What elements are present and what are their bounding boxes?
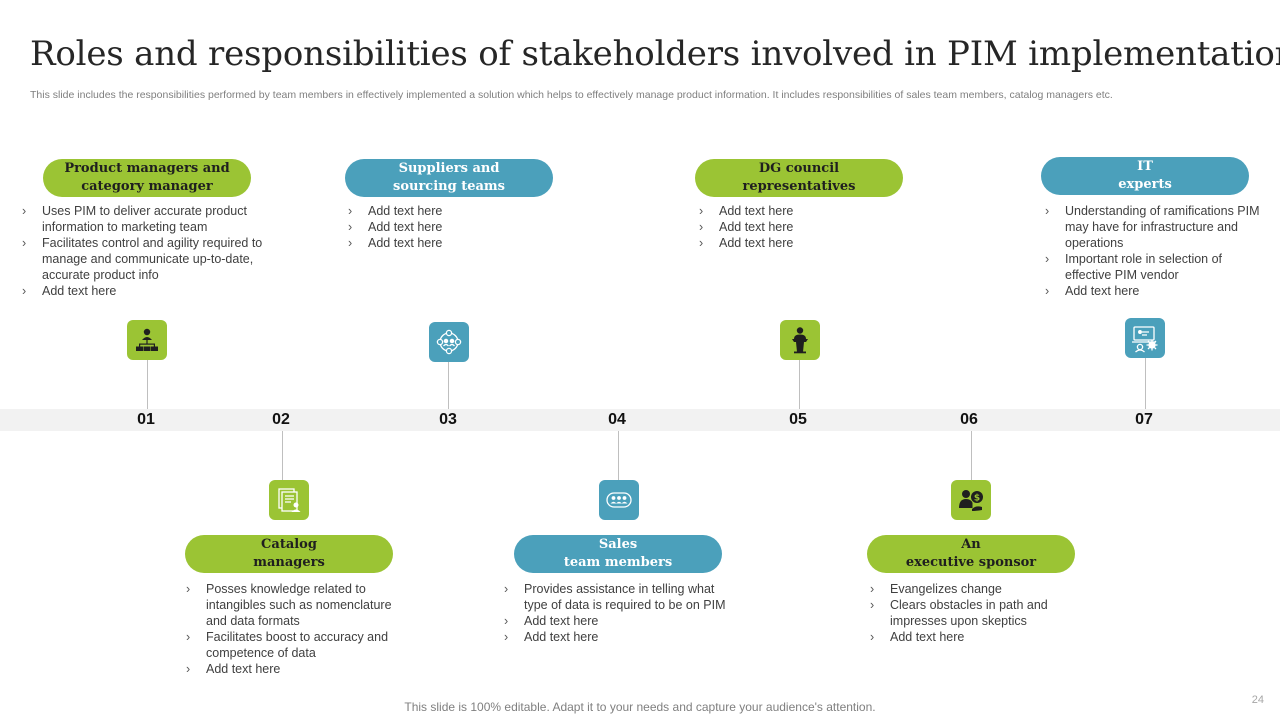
list-item: Add text here [348, 203, 548, 219]
step-number: 03 [439, 411, 457, 428]
supply-network-icon [429, 322, 469, 362]
step-number: 06 [960, 411, 978, 428]
it-expert-icon [1125, 318, 1165, 358]
list-item: Uses PIM to deliver accurate product inf… [22, 203, 267, 235]
list-item: Add text here [186, 661, 401, 677]
role-heading-suppliers: Suppliers and sourcing teams [345, 159, 553, 197]
step-number: 07 [1135, 411, 1153, 428]
list-item: Add text here [870, 629, 1075, 645]
page-subtitle: This slide includes the responsibilities… [30, 89, 1113, 101]
list-item: Posses knowledge related to intangibles … [186, 581, 401, 629]
list-item: Add text here [348, 235, 548, 251]
role-heading-sales-team: Sales team members [514, 535, 722, 573]
role-heading-it-experts: IT experts [1041, 157, 1249, 195]
connector-line [799, 360, 800, 409]
list-item: Add text here [699, 219, 899, 235]
role-bullets-catalog-managers: Posses knowledge related to intangibles … [186, 581, 401, 677]
role-bullets-executive-sponsor: Evangelizes change Clears obstacles in p… [870, 581, 1075, 645]
role-heading-product-managers: Product managers and category manager [43, 159, 251, 197]
connector-line [147, 360, 148, 409]
page-title: Roles and responsibilities of stakeholde… [30, 34, 1280, 74]
list-item: Important role in selection of effective… [1045, 251, 1260, 283]
org-chart-icon [127, 320, 167, 360]
role-heading-executive-sponsor: An executive sponsor [867, 535, 1075, 573]
list-item: Add text here [22, 283, 267, 299]
timeline-band [0, 409, 1280, 431]
connector-line [971, 431, 972, 480]
step-number: 05 [789, 411, 807, 428]
role-bullets-suppliers: Add text here Add text here Add text her… [348, 203, 548, 251]
role-heading-dg-council: DG council representatives [695, 159, 903, 197]
speaker-podium-icon [780, 320, 820, 360]
list-item: Evangelizes change [870, 581, 1075, 597]
list-item: Add text here [504, 613, 734, 629]
role-bullets-sales-team: Provides assistance in telling what type… [504, 581, 734, 645]
step-number: 04 [608, 411, 626, 428]
footer-note: This slide is 100% editable. Adapt it to… [404, 700, 876, 714]
list-item: Facilitates control and agility required… [22, 235, 267, 283]
list-item: Add text here [699, 203, 899, 219]
connector-line [1145, 358, 1146, 409]
connector-line [282, 431, 283, 480]
list-item: Add text here [699, 235, 899, 251]
role-heading-catalog-managers: Catalog managers [185, 535, 393, 573]
connector-line [618, 431, 619, 480]
svg-text:$: $ [974, 494, 980, 504]
list-item: Clears obstacles in path and impresses u… [870, 597, 1075, 629]
list-item: Add text here [348, 219, 548, 235]
page-number: 24 [1251, 694, 1264, 706]
list-item: Add text here [504, 629, 734, 645]
step-number: 02 [272, 411, 290, 428]
connector-line [448, 362, 449, 409]
list-item: Provides assistance in telling what type… [504, 581, 734, 613]
list-item: Add text here [1045, 283, 1260, 299]
list-item: Facilitates boost to accuracy and compet… [186, 629, 401, 661]
role-bullets-product-managers: Uses PIM to deliver accurate product inf… [22, 203, 267, 299]
role-bullets-it-experts: Understanding of ramifications PIM may h… [1045, 203, 1260, 299]
list-item: Understanding of ramifications PIM may h… [1045, 203, 1260, 251]
step-number: 01 [137, 411, 155, 428]
role-bullets-dg-council: Add text here Add text here Add text her… [699, 203, 899, 251]
team-icon [599, 480, 639, 520]
catalog-icon [269, 480, 309, 520]
sponsor-dollar-icon: $ [951, 480, 991, 520]
